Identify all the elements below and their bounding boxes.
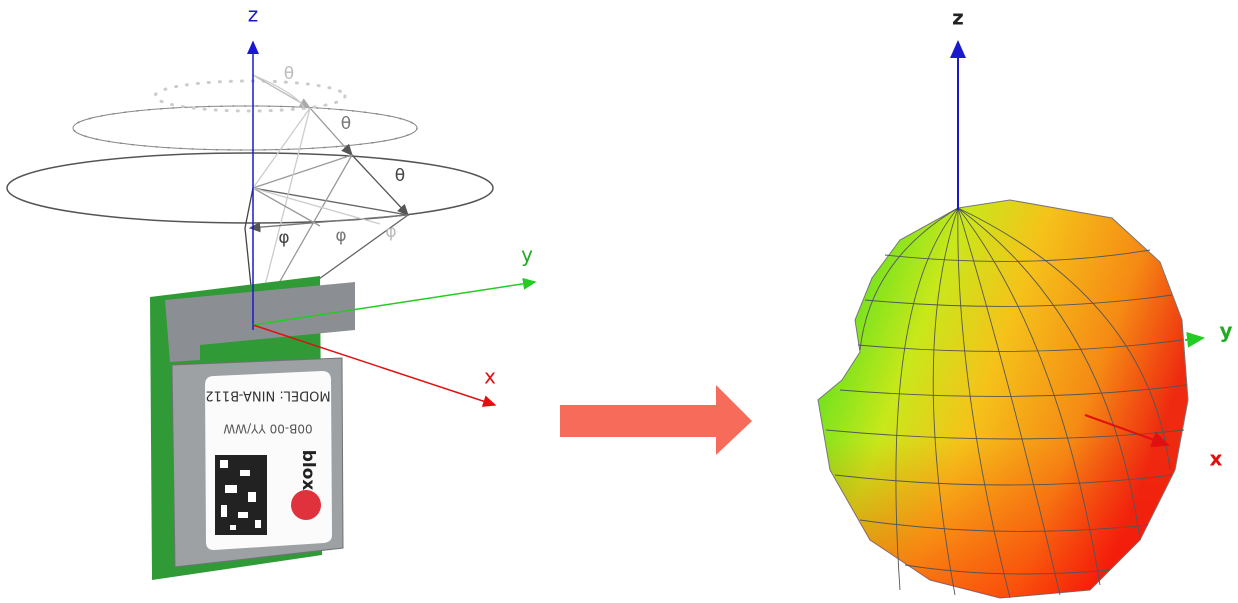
logo-circle [291,490,321,520]
shape [252,153,354,326]
shape [255,520,261,528]
phi-label: φ [278,228,289,248]
shape [351,154,409,216]
shape [895,207,959,591]
radiation-pattern [817,199,1189,599]
theta-label: θ [395,166,405,186]
y-axis [252,277,537,326]
antenna [165,282,355,362]
module-date: 00B-00 YY/WW [223,422,312,436]
shape [252,107,311,326]
axis-label: y [521,243,533,267]
axis-label: x [1210,447,1223,471]
shape [238,512,248,518]
module: MODEL: NINA-B112 00B-00 YY/WW blox [150,276,355,580]
shape [957,207,1171,471]
shape [252,74,306,111]
shape [957,207,1011,599]
module-model: MODEL: NINA-B112 [205,388,330,403]
shape [932,207,959,596]
x-axis [1084,414,1170,448]
phi-label: φ [385,222,396,242]
shape [225,485,237,493]
shape [221,505,227,517]
shape [252,187,381,225]
shape [248,214,409,233]
shape [884,249,1151,262]
axis-label: z [952,6,964,30]
shape [252,187,321,227]
pattern-shade [818,200,1188,598]
shape [839,384,1188,397]
shape [857,339,1183,352]
qr-pattern [220,460,261,530]
shape [864,294,1173,307]
ring [72,105,418,151]
axis-label: z [248,3,259,27]
ring [6,152,494,224]
phi-label: φ [335,226,346,246]
shape [309,107,353,156]
shape [240,470,250,476]
shape [230,525,236,530]
theta-label: θ [284,64,294,84]
transform-arrow [560,385,752,455]
axis-label: x [484,365,496,389]
shape [957,207,1141,541]
shape [957,207,1101,586]
theta-label: θ [341,114,351,134]
shape [957,207,1061,596]
shape [220,460,228,468]
y-axis [1184,331,1205,348]
module-brand: blox [298,450,318,491]
shape [248,492,256,502]
ring [153,79,347,113]
pattern-mesh [825,207,1188,599]
axis-label: y [1219,319,1232,343]
shape [859,207,959,351]
x-axis [252,324,497,407]
